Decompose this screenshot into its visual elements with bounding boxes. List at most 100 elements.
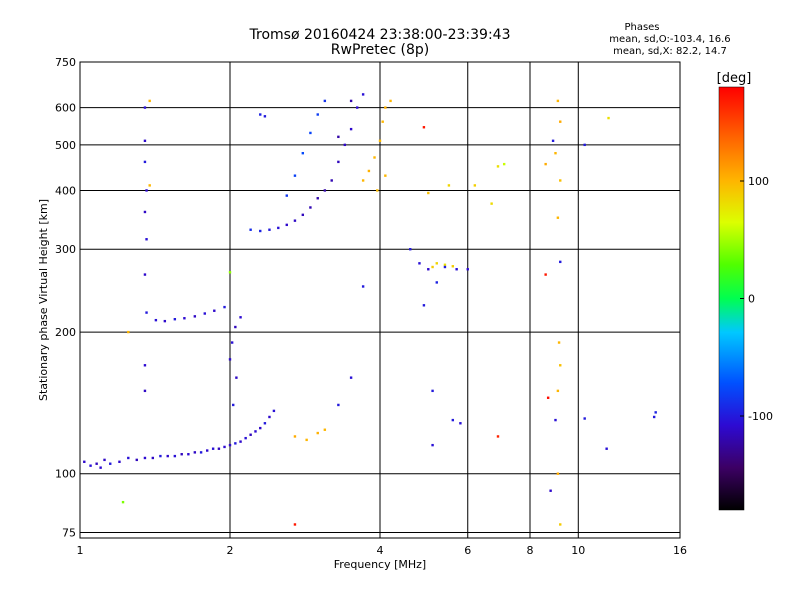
data-point [490,202,493,205]
data-point [151,456,155,460]
data-point [361,285,365,288]
data-point [607,116,610,120]
data-point [148,184,151,187]
data-point [544,162,547,166]
data-point [323,189,327,192]
data-point [249,228,252,231]
data-point [263,422,267,425]
data-point [223,445,226,449]
data-point [293,435,297,438]
data-point [343,143,347,147]
data-point [323,428,327,431]
data-point [239,440,242,443]
data-point [583,143,586,147]
data-point [337,135,340,139]
data-point [163,319,167,323]
data-point [230,341,234,344]
data-point [183,317,186,320]
data-point [193,315,197,318]
data-point [551,139,555,143]
data-point [544,273,547,276]
data-point [559,523,562,526]
x-axis-label: Frequency [MHz] [334,558,426,571]
data-point [546,396,550,399]
data-point [143,364,147,367]
data-point [293,219,297,222]
data-point [103,458,106,462]
data-point [559,364,562,367]
data-point [418,262,421,265]
data-point [199,451,203,454]
data-point [301,213,305,217]
data-point [559,260,562,264]
data-point [285,223,288,227]
data-point [143,106,147,109]
data-point [268,415,271,419]
data-point [323,99,327,103]
data-point [145,238,148,241]
x-tick-label: 2 [227,544,234,557]
data-point [367,169,371,173]
data-point [422,304,426,307]
data-point [234,442,237,445]
data-point [496,165,500,168]
data-point [361,93,365,96]
data-point [285,194,288,197]
y-tick-label: 600 [55,102,76,115]
data-point [213,309,216,312]
data-point [205,449,209,452]
colorbar-tick-label: 0 [748,293,755,306]
data-point [217,447,221,450]
data-point [554,151,557,155]
data-point [556,472,560,475]
data-point [135,458,138,462]
data-point [361,179,365,182]
colorbar-tick-label: -100 [748,410,773,423]
data-point [376,189,379,192]
data-point [148,99,151,103]
data-point [143,389,147,393]
data-point [154,318,158,322]
data-point [127,330,130,334]
data-point [583,417,586,420]
data-point [443,263,447,266]
chart-subtitle: RwPretec (8p) [331,42,429,58]
data-point [605,447,608,450]
info-line-2: mean, sd,X: 82.2, 14.7 [613,46,727,57]
data-point [654,411,657,414]
data-point [89,464,92,467]
data-point [443,265,447,269]
data-point [173,454,177,458]
data-point [263,115,267,118]
data-point [447,184,451,187]
data-point [228,358,232,361]
data-point [431,389,434,393]
data-point [316,197,319,200]
data-point [389,99,392,103]
data-point [143,273,147,276]
data-point [556,99,560,103]
x-tick-label: 1 [77,544,84,557]
data-point [554,418,557,422]
y-tick-label: 400 [55,184,76,197]
data-point [293,174,297,177]
data-point [259,426,262,430]
data-point [381,120,384,123]
data-point [431,265,434,269]
data-point [121,500,125,504]
data-point [305,438,308,442]
data-points [83,93,657,526]
data-point [228,271,232,274]
colorbar-ticks: 100 0 -100 [740,175,773,423]
data-point [180,453,183,456]
data-point [349,127,353,131]
data-point [559,179,562,182]
data-point [378,139,382,143]
data-point [211,447,215,450]
info-title: Phases [624,22,659,33]
data-point [235,376,238,379]
data-point [451,265,455,268]
y-axis-label: Stationary phase Virtual Height [km] [37,199,50,401]
data-point [384,174,387,177]
data-point [435,262,438,265]
